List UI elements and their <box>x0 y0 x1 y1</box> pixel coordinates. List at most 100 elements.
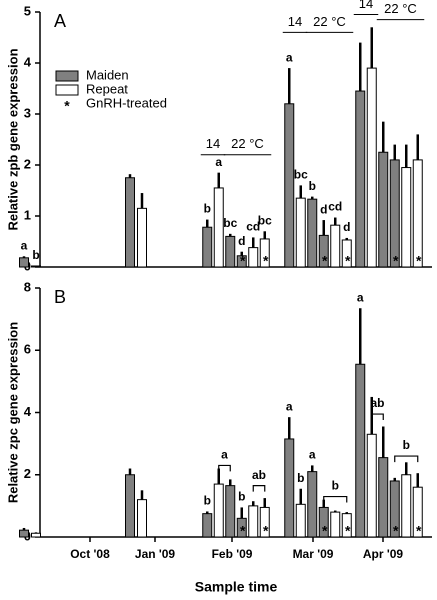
significance-letter: d <box>320 202 327 216</box>
bar <box>31 532 41 538</box>
significance-letter: d <box>238 234 245 248</box>
treated-marker: * <box>345 253 351 269</box>
y-tick-label: 5 <box>24 3 31 18</box>
bar <box>284 103 295 268</box>
bracket-label: b <box>403 438 410 452</box>
bar <box>248 247 259 268</box>
treated-marker: * <box>263 523 269 539</box>
bracket <box>371 413 384 421</box>
significance-letter: b <box>32 248 39 262</box>
bar <box>125 177 135 268</box>
bar <box>401 474 412 538</box>
treated-marker: * <box>322 523 328 539</box>
panel-label: B <box>54 287 66 307</box>
y-tick-label: 1 <box>24 207 31 222</box>
legend-label: Maiden <box>86 67 129 82</box>
significance-letter: d <box>343 220 350 234</box>
significance-letter: b <box>309 179 316 193</box>
significance-letter: a <box>309 448 316 462</box>
y-tick-label: 2 <box>24 156 31 171</box>
significance-letter: a <box>286 50 293 64</box>
legend-swatch <box>55 84 79 96</box>
significance-letter: a <box>286 399 293 413</box>
y-tick-label: 3 <box>24 105 31 120</box>
bar <box>137 207 147 268</box>
significance-letter: b <box>204 494 211 508</box>
x-tick-label: Apr '09 <box>363 547 404 561</box>
bar <box>401 167 412 268</box>
temperature-label: 22 °C <box>384 1 417 16</box>
significance-letter: bc <box>258 213 272 227</box>
treated-marker: * <box>322 253 328 269</box>
bar <box>378 457 389 538</box>
significance-letter: a <box>21 238 28 252</box>
bar <box>389 159 400 268</box>
bar <box>366 67 377 268</box>
treated-marker: * <box>416 523 422 539</box>
bar <box>213 187 224 268</box>
bar <box>31 265 41 268</box>
y-axis-label: Relative zpb gene expression <box>5 48 20 230</box>
bracket-label: b <box>332 479 339 493</box>
bar <box>330 511 341 538</box>
legend-label: GnRH-treated <box>86 95 167 110</box>
treated-marker: * <box>345 523 351 539</box>
treated-marker: * <box>263 253 269 269</box>
bar <box>202 513 213 538</box>
bar <box>307 471 318 538</box>
temperature-label: 14 <box>359 0 373 11</box>
y-tick-label: 2 <box>24 466 31 481</box>
significance-letter: cd <box>328 200 342 214</box>
bar <box>225 235 236 268</box>
bar <box>225 485 236 538</box>
temperature-label: 22 °C <box>313 14 346 29</box>
significance-letter: b <box>204 202 211 216</box>
y-tick-label: 4 <box>24 404 32 419</box>
bar <box>307 198 318 268</box>
bracket <box>252 485 266 492</box>
x-tick-label: Feb '09 <box>212 547 253 561</box>
bar <box>366 433 377 538</box>
x-tick-label: Oct '08 <box>70 547 110 561</box>
temperature-label: 14 <box>288 14 302 29</box>
bracket <box>323 495 348 503</box>
bar <box>19 257 29 268</box>
bar <box>19 529 29 538</box>
treated-marker: * <box>240 253 246 269</box>
bar <box>284 438 295 538</box>
y-tick-label: 4 <box>24 54 32 69</box>
significance-letter: b <box>297 471 304 485</box>
treated-marker: * <box>416 253 422 269</box>
temperature-label: 22 °C <box>231 136 264 151</box>
y-tick-label: 6 <box>24 342 31 357</box>
treated-marker: * <box>240 523 246 539</box>
legend-marker: * <box>64 98 70 114</box>
significance-letter: a <box>215 155 222 169</box>
treated-marker: * <box>393 253 399 269</box>
significance-letter: b <box>238 490 245 504</box>
bracket-label: ab <box>252 468 266 482</box>
bar <box>213 483 224 538</box>
bar <box>378 151 389 268</box>
bar <box>125 474 135 538</box>
x-tick-label: Jan '09 <box>135 547 176 561</box>
x-axis-label: Sample time <box>195 579 278 595</box>
x-tick-label: Mar '09 <box>293 547 334 561</box>
significance-letter: cd <box>246 220 260 234</box>
bracket <box>394 455 419 463</box>
bar <box>330 224 341 268</box>
bar <box>248 505 259 538</box>
bar <box>412 159 423 268</box>
legend-label: Repeat <box>86 81 128 96</box>
bar <box>355 363 366 538</box>
significance-letter: a <box>357 290 364 304</box>
legend-swatch <box>55 70 79 82</box>
bracket-label: ab <box>370 396 384 410</box>
panel-label: A <box>54 11 66 31</box>
bar <box>202 226 213 268</box>
y-axis-label: Relative zpc gene expression <box>5 322 20 503</box>
bracket-label: a <box>221 448 228 462</box>
bar <box>295 503 306 538</box>
y-tick-label: 8 <box>24 279 31 294</box>
